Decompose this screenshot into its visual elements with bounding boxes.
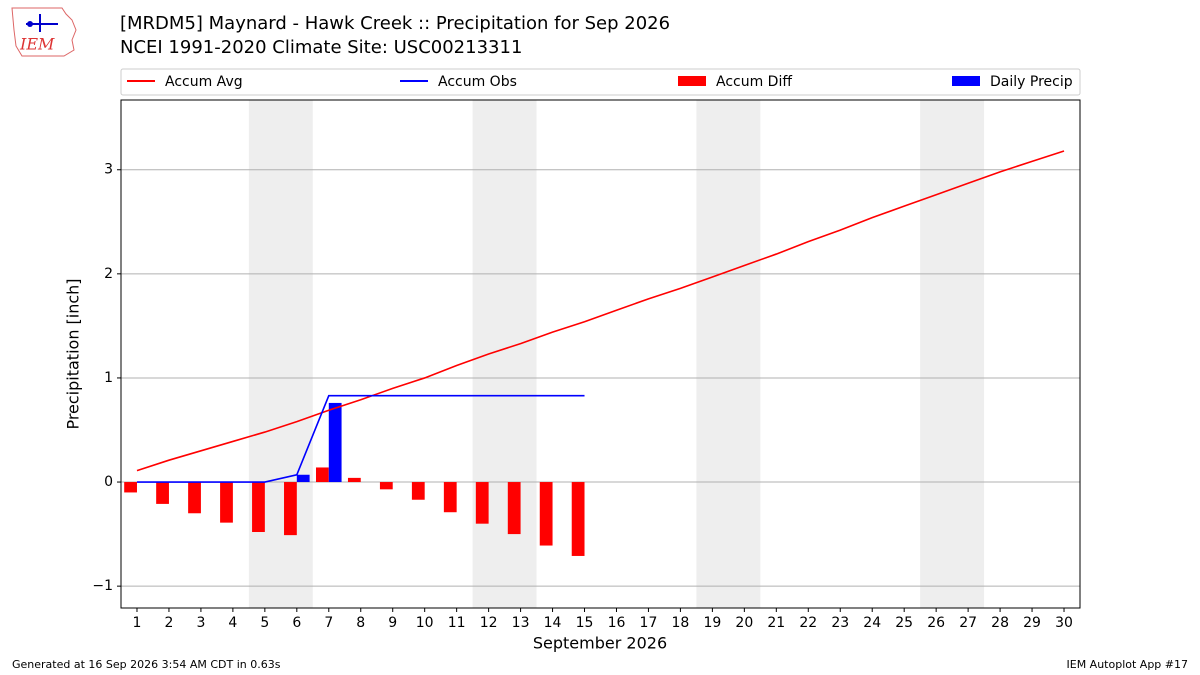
bar <box>475 482 489 524</box>
y-tick-label: 3 <box>104 162 113 178</box>
x-tick-label: 26 <box>927 615 945 631</box>
x-tick-label: 2 <box>164 615 173 631</box>
x-axis-label: September 2026 <box>533 634 667 653</box>
legend-label: Accum Obs <box>438 74 517 90</box>
x-tick-label: 6 <box>292 615 301 631</box>
x-tick-label: 9 <box>388 615 397 631</box>
bar <box>328 402 342 483</box>
bar <box>296 474 310 483</box>
x-tick-label: 27 <box>959 615 977 631</box>
bar <box>507 482 521 535</box>
line <box>136 394 585 483</box>
bar <box>188 482 201 514</box>
x-tick-label: 14 <box>544 615 562 631</box>
legend-swatch <box>952 76 980 86</box>
x-tick-label: 28 <box>991 615 1009 631</box>
bar <box>539 482 553 546</box>
line <box>136 150 1065 472</box>
bar <box>379 482 393 490</box>
legend-label: Accum Diff <box>716 74 792 90</box>
y-tick-label: 0 <box>104 474 113 490</box>
legend-label: Accum Avg <box>165 74 243 90</box>
x-tick-label: 12 <box>480 615 498 631</box>
logo-text: IEM <box>19 35 55 54</box>
bar <box>284 482 297 536</box>
x-tick-label: 24 <box>863 615 881 631</box>
x-tick-label: 8 <box>356 615 365 631</box>
x-tick-label: 1 <box>133 615 142 631</box>
legend-swatch <box>678 76 706 86</box>
x-tick-label: 29 <box>1023 615 1041 631</box>
plot-frame <box>120 99 1081 609</box>
y-tick-label: −1 <box>92 578 113 594</box>
y-tick-label: 2 <box>104 266 113 282</box>
chart-subtitle: NCEI 1991-2020 Climate Site: USC00213311 <box>120 37 522 58</box>
x-tick-label: 16 <box>608 615 626 631</box>
x-tick-label: 13 <box>512 615 530 631</box>
x-tick-label: 4 <box>228 615 237 631</box>
x-tick-label: 21 <box>767 615 785 631</box>
footer-left: Generated at 16 Sep 2026 3:54 AM CDT in … <box>12 658 281 671</box>
weekend-band <box>920 100 985 608</box>
x-tick-label: 5 <box>260 615 269 631</box>
x-tick-label: 30 <box>1055 615 1073 631</box>
bar <box>220 482 233 523</box>
x-tick-label: 15 <box>576 615 594 631</box>
x-tick-label: 23 <box>831 615 849 631</box>
weekend-band <box>696 100 761 608</box>
bar <box>315 467 329 483</box>
x-tick-label: 3 <box>196 615 205 631</box>
chart-title: [MRDM5] Maynard - Hawk Creek :: Precipit… <box>120 13 670 34</box>
bar <box>124 482 137 493</box>
x-tick-label: 22 <box>799 615 817 631</box>
x-tick-label: 17 <box>640 615 658 631</box>
bar <box>156 482 169 504</box>
legend-label: Daily Precip <box>990 74 1073 90</box>
y-axis-label: Precipitation [inch] <box>64 278 83 429</box>
x-tick-label: 18 <box>672 615 690 631</box>
bar <box>411 482 425 500</box>
x-tick-label: 7 <box>324 615 333 631</box>
x-tick-label: 25 <box>895 615 913 631</box>
x-tick-label: 19 <box>703 615 721 631</box>
legend <box>120 68 1081 96</box>
bar <box>571 482 585 556</box>
y-tick-label: 1 <box>104 370 113 386</box>
footer-right: IEM Autoplot App #17 <box>1067 658 1189 671</box>
bar <box>443 482 457 513</box>
weekend-band <box>472 100 537 608</box>
bar <box>347 477 361 483</box>
x-tick-label: 11 <box>448 615 466 631</box>
bar <box>252 482 265 533</box>
x-tick-label: 10 <box>416 615 434 631</box>
x-tick-label: 20 <box>735 615 753 631</box>
logo: IEM <box>11 7 77 57</box>
